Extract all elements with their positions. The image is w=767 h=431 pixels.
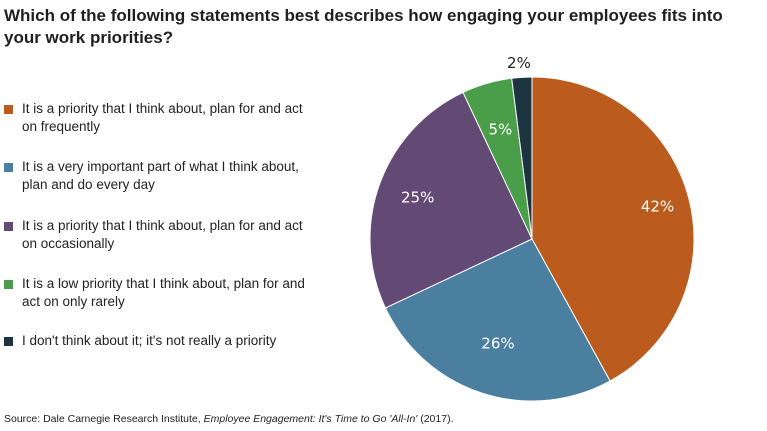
legend-item-occasionally: It is a priority that I think about, pla… [4,217,312,253]
legend-label: It is a low priority that I think about,… [22,275,312,311]
source-suffix: (2017). [417,413,453,425]
legend-label: I don't think about it; it's not really … [22,332,312,350]
legend-swatch [4,163,13,172]
legend-item-frequently: It is a priority that I think about, pla… [4,100,312,136]
slice-data-label: 5% [488,121,512,139]
legend-swatch [4,222,13,231]
legend-item-rarely: It is a low priority that I think about,… [4,275,312,311]
slice-data-label: 25% [401,188,434,206]
source-prefix: Source: Dale Carnegie Research Institute… [4,413,204,425]
slice-data-label: 42% [641,197,674,215]
slice-data-label: 2% [507,54,531,72]
legend-label: It is a priority that I think about, pla… [22,100,312,136]
legend-swatch [4,337,13,346]
legend-item-every-day: It is a very important part of what I th… [4,158,312,194]
legend-label: It is a priority that I think about, pla… [22,217,312,253]
legend-swatch [4,280,13,289]
source-note: Source: Dale Carnegie Research Institute… [4,413,453,425]
legend-item-not-priority: I don't think about it; it's not really … [4,332,312,350]
legend-label: It is a very important part of what I th… [22,158,312,194]
slice-data-label: 26% [481,334,514,352]
legend-swatch [4,105,13,114]
pie-chart: 42% 26% 25% 5% 2% [340,40,720,410]
source-publication: Employee Engagement: It's Time to Go 'Al… [204,413,418,425]
